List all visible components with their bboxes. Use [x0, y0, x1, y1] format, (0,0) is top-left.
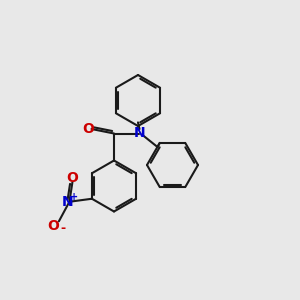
Text: O: O [82, 122, 94, 136]
Text: +: + [70, 192, 79, 202]
Text: N: N [134, 126, 145, 140]
Text: N: N [62, 195, 74, 209]
Text: -: - [60, 222, 65, 235]
Text: O: O [66, 171, 78, 185]
Text: O: O [48, 219, 59, 233]
